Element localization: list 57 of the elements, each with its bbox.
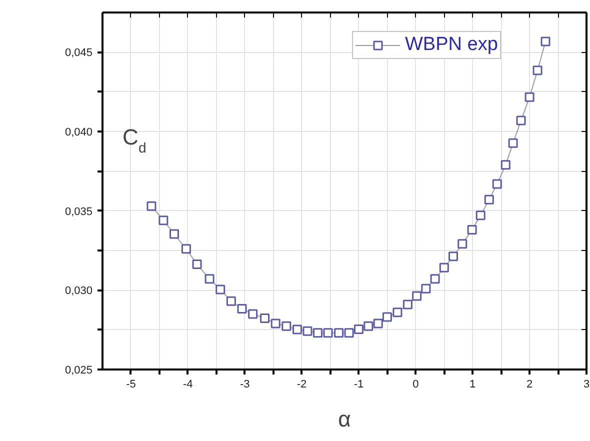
point: [237, 304, 247, 314]
point: [270, 318, 280, 328]
y-tick-label: 0,045: [64, 47, 93, 60]
point: [158, 216, 168, 226]
point: [248, 309, 258, 319]
x-tick-label: -2: [296, 378, 307, 390]
legend-label: WBPN exp: [405, 34, 498, 56]
point: [467, 224, 477, 234]
point: [364, 321, 374, 331]
point: [302, 326, 312, 336]
point: [169, 229, 179, 239]
point: [402, 300, 412, 310]
point: [540, 36, 550, 46]
y-tick-label: 0,025: [64, 364, 93, 376]
point: [216, 284, 226, 294]
x-tick-label: -5: [126, 378, 136, 390]
point: [484, 194, 494, 204]
point: [421, 284, 431, 294]
point: [226, 296, 236, 306]
point: [344, 328, 354, 338]
point: [312, 328, 322, 338]
x-tick-label: 0: [412, 378, 419, 390]
point: [354, 324, 364, 334]
point: [500, 160, 510, 170]
x-tick-label: -4: [183, 378, 193, 390]
point: [532, 66, 542, 76]
point: [323, 328, 333, 338]
y-tick-label: 0,040: [64, 126, 93, 138]
point: [392, 308, 402, 318]
point: [282, 321, 292, 331]
point: [524, 92, 534, 102]
point: [292, 324, 302, 334]
point: [260, 314, 270, 323]
x-tick-label: -3: [240, 378, 250, 390]
point: [334, 328, 344, 338]
point: [492, 179, 502, 189]
point: [146, 201, 156, 211]
point: [448, 252, 458, 262]
x-axis-title: α: [338, 406, 352, 432]
point: [516, 116, 526, 126]
point: [192, 260, 202, 270]
y-tick-label: 0,030: [64, 285, 93, 298]
point: [476, 210, 486, 220]
point: [373, 318, 383, 328]
x-tick-label: 2: [526, 378, 533, 390]
point: [204, 274, 214, 284]
x-tick-label: -1: [354, 378, 364, 390]
point: [508, 138, 518, 148]
x-tick-label: 3: [583, 378, 590, 390]
point: [430, 274, 440, 284]
point: [382, 312, 392, 322]
y-tick-label: 0,035: [64, 206, 93, 218]
x-tick-label: 1: [470, 378, 476, 390]
point: [439, 262, 449, 272]
point: [458, 239, 468, 249]
point: [412, 291, 422, 301]
point: [181, 244, 191, 254]
